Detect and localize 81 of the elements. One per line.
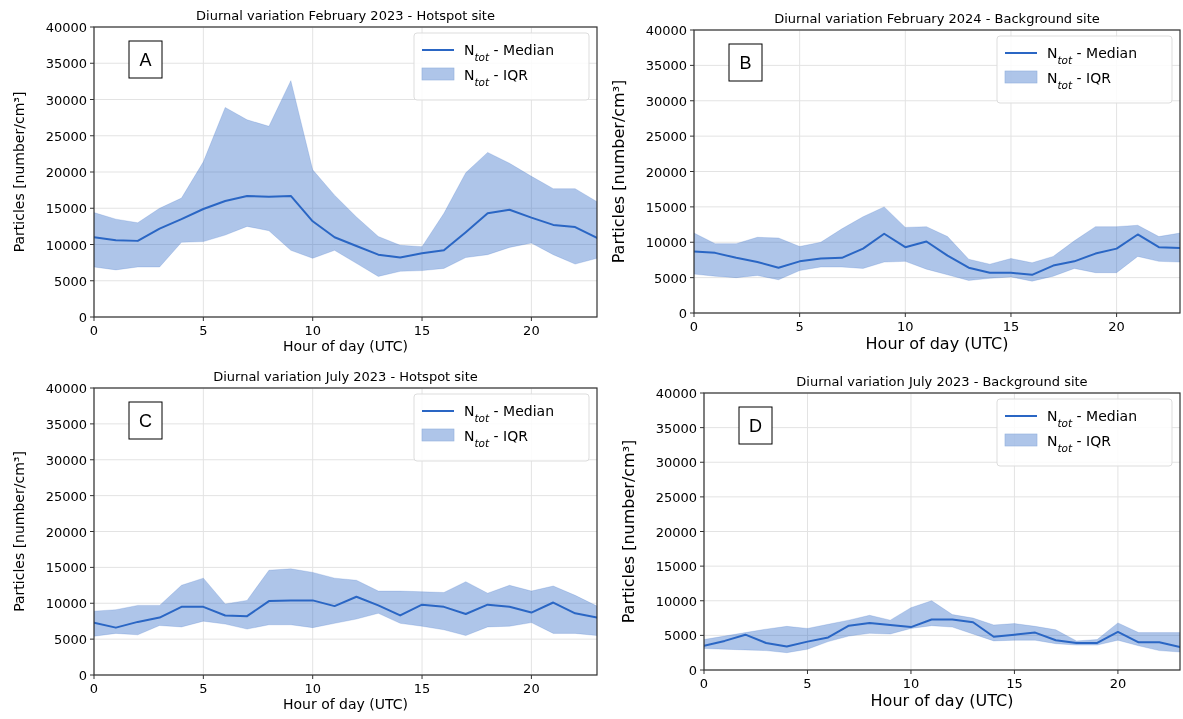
annotation: A	[139, 50, 152, 70]
y-axis-title: Particles [number/cm³]	[609, 79, 628, 264]
x-tick-label: 15	[413, 681, 431, 696]
y-tick-label: 20000	[645, 164, 687, 180]
x-axis-title: Hour of day (UTC)	[870, 691, 1014, 710]
y-tick-label: 15000	[45, 560, 87, 576]
y-tick-label: 35000	[655, 420, 697, 436]
y-tick-label: 30000	[45, 92, 87, 108]
annotation: B	[739, 53, 752, 73]
y-tick-label: 25000	[45, 128, 87, 144]
y-tick-label: 30000	[645, 93, 687, 109]
x-axis-title: Hour of day (UTC)	[283, 338, 408, 354]
y-tick-label: 0	[678, 306, 687, 321]
x-tick-label: 20	[1109, 676, 1127, 691]
chart-title: Diurnal variation July 2023 - Hotspot site	[213, 369, 478, 384]
x-tick-label: 10	[304, 323, 321, 338]
chart-title: Diurnal variation February 2023 - Hotspot site	[196, 8, 495, 23]
y-tick-label: 40000	[645, 23, 687, 38]
x-tick-label: 5	[199, 681, 208, 696]
x-tick-label: 15	[413, 323, 431, 338]
x-tick-label: 15	[1006, 676, 1023, 691]
y-tick-label: 15000	[655, 559, 697, 575]
y-tick-label: 20000	[45, 165, 87, 180]
y-tick-label: 5000	[53, 273, 87, 289]
annotation: N$_{tot}$ - IQR	[464, 428, 529, 449]
legend-label: N$_{tot}$ - Median	[464, 42, 555, 63]
x-tick-label: 5	[795, 319, 804, 334]
y-tick-label: 40000	[45, 381, 87, 396]
y-tick-label: 30000	[655, 455, 697, 471]
legend-label: N$_{tot}$ - Median	[1047, 408, 1138, 429]
y-tick-label: 25000	[645, 129, 687, 145]
x-tick-label: 0	[89, 323, 99, 338]
x-tick-label: 10	[897, 319, 914, 334]
x-tick-label: 5	[803, 676, 812, 691]
x-tick-label: 0	[699, 676, 709, 691]
y-tick-label: 10000	[45, 596, 87, 612]
x-axis-title: Hour of day (UTC)	[283, 696, 408, 712]
y-tick-label: 30000	[45, 452, 87, 468]
y-tick-label: 25000	[45, 488, 87, 504]
y-tick-label: 15000	[645, 199, 687, 215]
y-tick-label: 10000	[45, 237, 87, 253]
y-axis-title: Particles [number/cm³]	[619, 439, 638, 624]
y-tick-label: 35000	[45, 416, 87, 432]
chart-title: Diurnal variation February 2024 - Background site	[774, 11, 1100, 26]
legend-label: N$_{tot}$ - Median	[464, 403, 555, 424]
x-axis-title: Hour of day (UTC)	[865, 334, 1009, 353]
x-tick-label: 20	[1108, 319, 1125, 334]
line-series	[704, 618, 1180, 649]
x-tick-label: 20	[523, 681, 540, 696]
annotation: C	[139, 411, 152, 431]
y-tick-label: 20000	[45, 524, 87, 540]
chart-title: Diurnal variation July 2023 - Background site	[796, 374, 1088, 389]
line-series	[94, 595, 597, 629]
y-tick-label: 20000	[655, 524, 697, 540]
y-tick-label: 40000	[655, 386, 697, 401]
x-tick-label: 10	[304, 681, 321, 696]
y-tick-label: 10000	[645, 235, 687, 251]
y-tick-label: 35000	[645, 58, 687, 74]
annotation: N$_{tot}$ - IQR	[1047, 433, 1112, 454]
y-axis-title: Particles [number/cm³]	[11, 91, 27, 253]
x-tick-label: 10	[902, 676, 920, 691]
line-series	[94, 194, 597, 259]
y-axis-title: Particles [number/cm³]	[11, 451, 27, 612]
x-tick-label: 5	[199, 323, 208, 338]
line-series	[694, 232, 1180, 276]
y-tick-label: 25000	[655, 489, 697, 505]
y-tick-label: 35000	[45, 56, 87, 72]
y-tick-label: 5000	[663, 628, 697, 644]
y-tick-label: 5000	[53, 632, 87, 648]
y-tick-label: 15000	[45, 201, 87, 217]
y-tick-label: 10000	[655, 593, 697, 609]
annotation: N$_{tot}$ - IQR	[1047, 70, 1112, 91]
y-tick-label: 0	[688, 663, 697, 678]
y-tick-label: 40000	[45, 20, 87, 35]
y-tick-label: 5000	[653, 270, 687, 286]
annotation: N$_{tot}$ - IQR	[464, 67, 529, 88]
legend-label: N$_{tot}$ - Median	[1047, 45, 1138, 66]
x-tick-label: 0	[89, 681, 99, 696]
annotation: D	[749, 416, 762, 436]
x-tick-label: 15	[1002, 319, 1020, 334]
x-tick-label: 20	[523, 323, 540, 338]
